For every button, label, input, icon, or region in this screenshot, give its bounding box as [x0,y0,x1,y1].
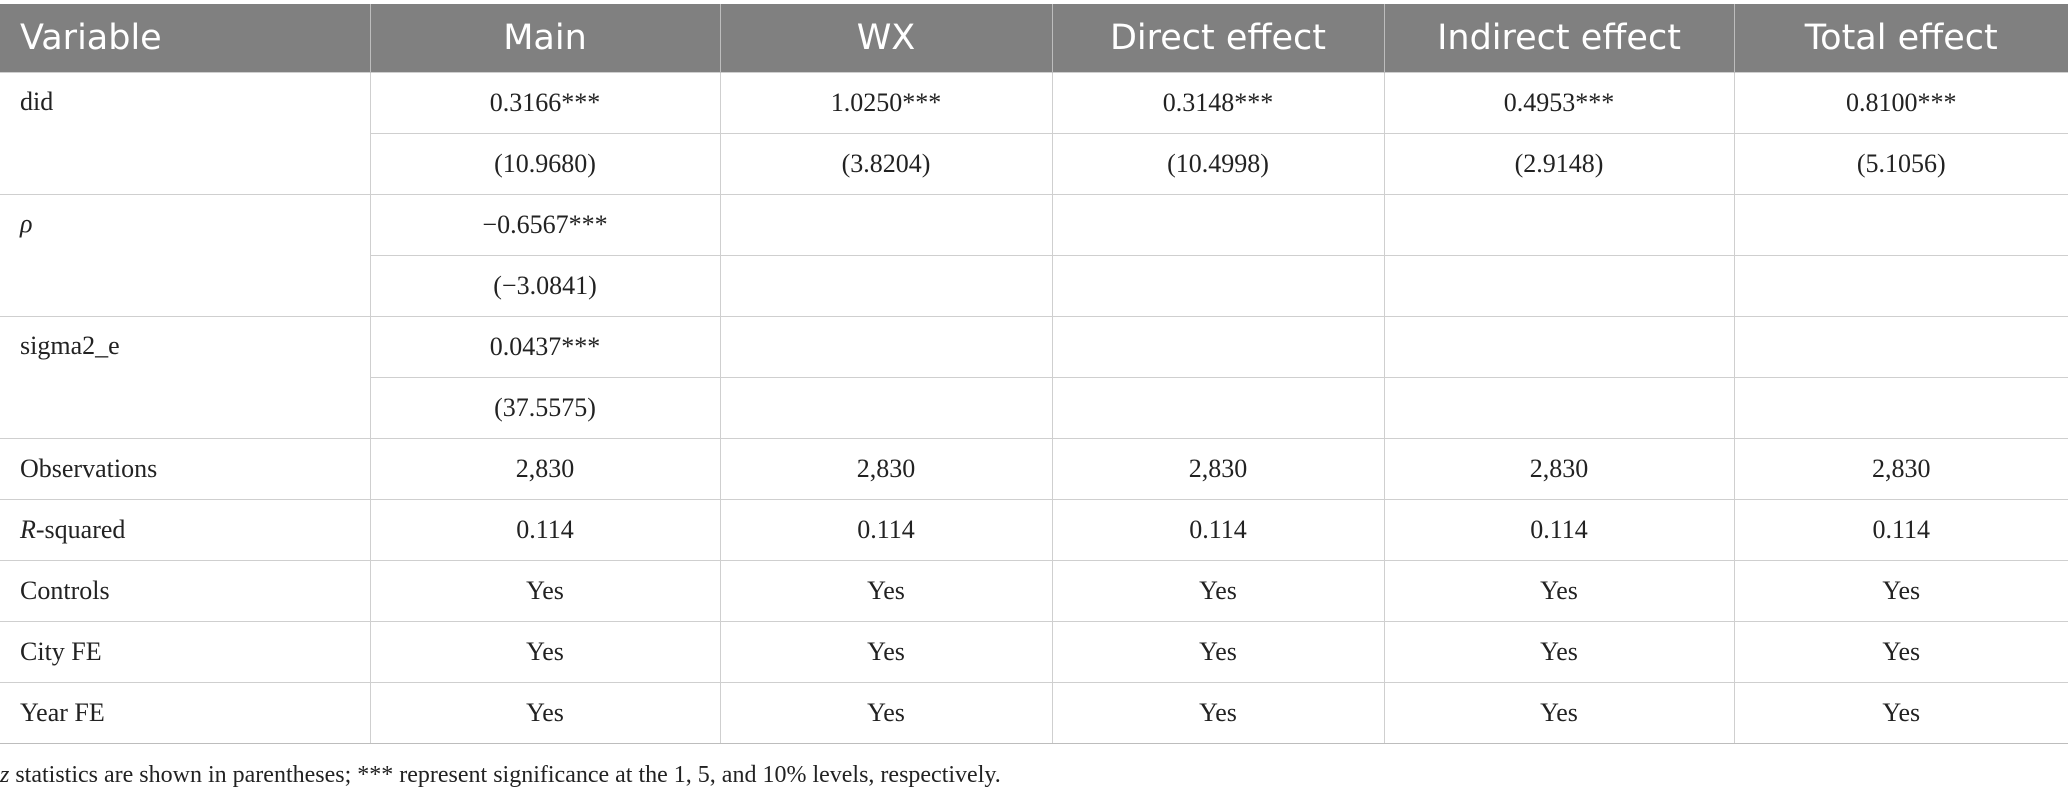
cell-rho-wx-stat [719,255,1053,317]
row-label-did: did [0,72,371,195]
cell-controls-wx: Yes [719,560,1053,622]
cell-sigma-wx [719,316,1053,378]
cell-cityfe-indirect: Yes [1383,621,1735,683]
cell-cityfe-wx: Yes [719,621,1053,683]
cell-cityfe-main: Yes [369,621,721,683]
header-indirect-effect: Indirect effect [1383,4,1734,73]
cell-rho-indirect-stat [1383,255,1735,317]
regression-table-container: Variable Main WX Direct effect Indirect … [0,4,2068,744]
cell-cityfe-direct: Yes [1051,621,1385,683]
cell-rho-wx [719,194,1053,256]
row-label-year-fe: Year FE [0,682,371,744]
row-label-r-squared: R-squared [0,499,371,561]
row-label-controls: Controls [0,560,371,622]
cell-sigma-main: 0.0437*** [369,316,721,378]
cell-yearfe-wx: Yes [719,682,1053,744]
cell-yearfe-main: Yes [369,682,721,744]
cell-sigma-indirect [1383,316,1735,378]
cell-rsquared-wx: 0.114 [719,499,1053,561]
cell-yearfe-total: Yes [1733,682,2068,744]
cell-observations-wx: 2,830 [719,438,1053,500]
cell-rho-total [1733,194,2068,256]
cell-rho-main: −0.6567*** [369,194,721,256]
cell-observations-indirect: 2,830 [1383,438,1735,500]
table-header-row: Variable Main WX Direct effect Indirect … [0,4,2068,73]
cell-did-wx-stat: (3.8204) [719,133,1053,195]
row-label-rho: ρ [0,194,371,317]
cell-rho-direct-stat [1051,255,1385,317]
cell-did-main: 0.3166*** [369,72,721,134]
r-squared-suffix: -squared [35,515,126,544]
cell-rsquared-direct: 0.114 [1051,499,1385,561]
cell-observations-main: 2,830 [369,438,721,500]
cell-rho-main-stat: (−3.0841) [369,255,721,317]
cell-yearfe-indirect: Yes [1383,682,1735,744]
spatial-regression-table: Variable Main WX Direct effect Indirect … [0,4,2068,744]
header-total-effect: Total effect [1733,4,2068,73]
table-row-rho-stat: (−3.0841) [0,255,2068,317]
r-squared-italic-r: R [20,515,36,544]
table-row-city-fe: City FE Yes Yes Yes Yes Yes [0,621,2068,683]
table-row-did-coef: did 0.3166*** 1.0250*** 0.3148*** 0.4953… [0,72,2068,195]
header-variable: Variable [0,4,370,73]
cell-did-total-stat: (5.1056) [1733,133,2068,195]
cell-rsquared-main: 0.114 [369,499,721,561]
cell-sigma-total-stat [1733,377,2068,439]
cell-sigma-wx-stat [719,377,1053,439]
cell-controls-total: Yes [1733,560,2068,622]
cell-did-wx: 1.0250*** [719,72,1053,134]
table-row-year-fe: Year FE Yes Yes Yes Yes Yes [0,682,2068,744]
cell-rho-indirect [1383,194,1735,256]
footnote-text: statistics are shown in parentheses; ***… [9,762,1001,788]
cell-did-total: 0.8100*** [1733,72,2068,134]
cell-rsquared-total: 0.114 [1733,499,2068,561]
cell-did-indirect: 0.4953*** [1383,72,1735,134]
cell-sigma-indirect-stat [1383,377,1735,439]
cell-did-direct-stat: (10.4998) [1051,133,1385,195]
cell-sigma-main-stat: (37.5575) [369,377,721,439]
table-row-sigma-stat: (37.5575) [0,377,2068,439]
cell-rsquared-indirect: 0.114 [1383,499,1735,561]
cell-sigma-direct-stat [1051,377,1385,439]
row-label-observations: Observations [0,438,371,500]
cell-did-indirect-stat: (2.9148) [1383,133,1735,195]
cell-controls-main: Yes [369,560,721,622]
cell-controls-direct: Yes [1051,560,1385,622]
cell-yearfe-direct: Yes [1051,682,1385,744]
cell-sigma-direct [1051,316,1385,378]
header-wx: WX [719,4,1052,73]
row-label-city-fe: City FE [0,621,371,683]
table-row-observations: Observations 2,830 2,830 2,830 2,830 2,8… [0,438,2068,500]
cell-observations-direct: 2,830 [1051,438,1385,500]
table-row-sigma-coef: sigma2_e 0.0437*** [0,316,2068,439]
header-main: Main [369,4,720,73]
cell-did-direct: 0.3148*** [1051,72,1385,134]
table-footnote: z statistics are shown in parentheses; *… [0,762,1001,789]
cell-sigma-total [1733,316,2068,378]
cell-did-main-stat: (10.9680) [369,133,721,195]
table-row-r-squared: R-squared 0.114 0.114 0.114 0.114 0.114 [0,499,2068,561]
footnote-italic-z: z [0,762,10,788]
cell-observations-total: 2,830 [1733,438,2068,500]
cell-rho-total-stat [1733,255,2068,317]
table-row-controls: Controls Yes Yes Yes Yes Yes [0,560,2068,622]
cell-controls-indirect: Yes [1383,560,1735,622]
table-row-rho-coef: ρ −0.6567*** [0,194,2068,317]
cell-rho-direct [1051,194,1385,256]
row-label-sigma2-e: sigma2_e [0,316,371,439]
cell-cityfe-total: Yes [1733,621,2068,683]
header-direct-effect: Direct effect [1051,4,1384,73]
